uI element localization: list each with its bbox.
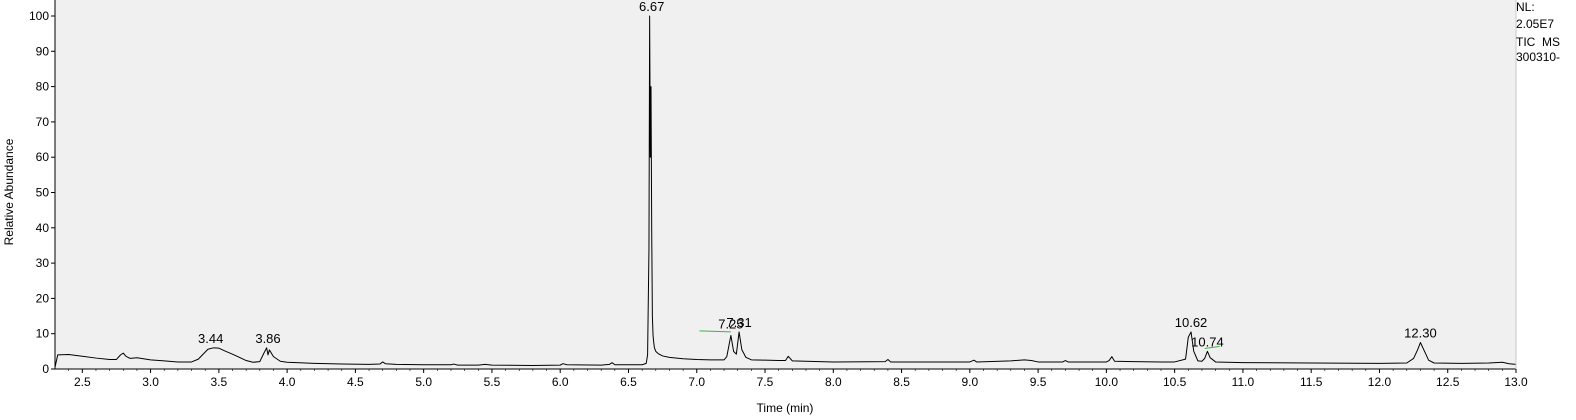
x-tick-label: 11.0: [1232, 375, 1255, 389]
x-tick-label: 2.5: [74, 375, 91, 389]
y-tick-label: 100: [29, 9, 49, 23]
y-tick-label: 40: [36, 221, 50, 235]
y-tick-label: 20: [36, 291, 50, 305]
integration-baselines: [699, 330, 1220, 350]
y-tick-label: 10: [36, 327, 50, 341]
peak-label: 6.67: [639, 0, 664, 14]
integration-baseline: [699, 330, 731, 333]
x-tick-label: 6.0: [552, 375, 569, 389]
x-tick-label: 5.5: [484, 375, 501, 389]
y-tick-label: 0: [42, 362, 49, 376]
tic-trace-line: [54, 15, 1517, 368]
x-tick-label: 9.0: [961, 375, 978, 389]
x-tick-label: 11.5: [1300, 375, 1323, 389]
peak-label: 12.30: [1404, 326, 1437, 341]
scan-info: NL: 2.05E7 TIC MS 300310-: [1516, 0, 1560, 64]
x-axis-title: Time (min): [757, 401, 814, 415]
scan-info-line-4: 300310-: [1516, 50, 1560, 64]
x-tick-label: 7.0: [688, 375, 705, 389]
x-tick-label: 8.0: [825, 375, 842, 389]
y-tick-label: 90: [36, 44, 50, 58]
scan-info-line-1: NL:: [1516, 0, 1535, 14]
y-tick-label: 80: [36, 80, 50, 94]
x-tick-label: 12.0: [1368, 375, 1392, 389]
peak-label: 7.31: [726, 315, 751, 330]
x-tick-label: 10.5: [1163, 375, 1187, 389]
y-tick-label: 70: [36, 115, 50, 129]
x-tick-label: 12.5: [1436, 375, 1460, 389]
x-tick-label: 5.0: [415, 375, 432, 389]
peak-label: 7.25: [718, 317, 743, 332]
x-tick-label: 10.0: [1095, 375, 1119, 389]
plot-area: [55, 0, 1516, 369]
y-tick-label: 30: [36, 256, 50, 270]
y-tick-label: 60: [36, 150, 50, 164]
x-tick-label: 8.5: [893, 375, 910, 389]
x-tick-label: 4.0: [279, 375, 296, 389]
peak-label: 3.86: [255, 331, 280, 346]
y-tick-label: 50: [36, 186, 50, 200]
x-tick-label: 7.5: [757, 375, 774, 389]
peak-label: 3.44: [198, 331, 223, 346]
y-axis: 0 10 20 30 40 50 60 70 80 90 100: [29, 9, 55, 376]
x-tick-label: 13.0: [1504, 375, 1528, 389]
scan-info-line-3: TIC MS: [1516, 35, 1560, 49]
peak-labels: 3.44 3.86 6.67 7.257.31 10.62 10.74 12.30: [198, 0, 1437, 349]
peak-label: 10.62: [1175, 315, 1208, 330]
x-tick-label: 4.5: [347, 375, 364, 389]
peak-label: 10.74: [1191, 334, 1224, 349]
x-tick-label: 3.0: [142, 375, 159, 389]
x-tick-label: 6.5: [620, 375, 637, 389]
x-tick-label: 9.5: [1030, 375, 1047, 389]
scan-info-line-2: 2.05E7: [1516, 17, 1554, 31]
x-tick-label: 3.5: [211, 375, 228, 389]
x-axis: 2.5 3.0 3.5 4.0 4.5 5.0 5.5 6.0 6.5 7.0 7.5 8.0 8.5 9…: [68, 369, 1528, 389]
integration-baseline: [1204, 345, 1220, 350]
y-axis-title: Relative Abundance: [2, 138, 16, 245]
